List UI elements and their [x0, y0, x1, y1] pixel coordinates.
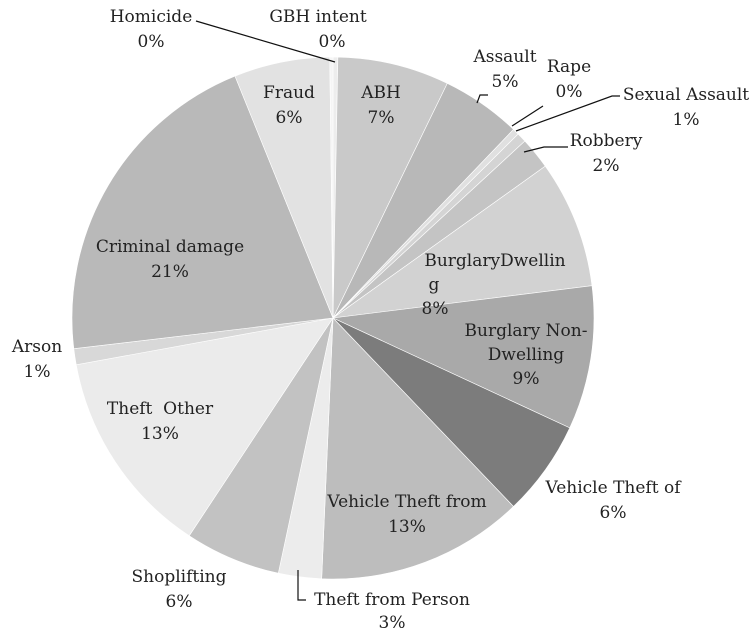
- pct-fraud: 6%: [276, 108, 303, 128]
- label-burglary-non-dwelling-wrap: Dwelling: [488, 345, 565, 365]
- pct-theft-other: 13%: [141, 424, 179, 444]
- label-rape: Rape: [547, 57, 591, 77]
- pct-burglary-non-dwelling: 9%: [513, 369, 540, 389]
- pct-vehicle-theft-of: 6%: [600, 503, 627, 523]
- label-burglary-dwelling: BurglaryDwellin: [424, 251, 565, 271]
- label-gbh-intent: GBH intent: [269, 7, 367, 27]
- label-sexual-assault: Sexual Assault: [623, 85, 749, 105]
- pct-theft-from-person: 3%: [379, 613, 406, 630]
- label-homicide: Homicide: [110, 7, 193, 27]
- pct-assault: 5%: [492, 72, 519, 92]
- label-criminal-damage: Criminal damage: [96, 237, 244, 257]
- pct-robbery: 2%: [593, 156, 620, 176]
- pct-criminal-damage: 21%: [151, 262, 189, 282]
- label-robbery: Robbery: [570, 131, 643, 151]
- label-arson: Arson: [11, 337, 62, 357]
- pct-shoplifting: 6%: [166, 592, 193, 612]
- label-burglary-dwelling-wrap: g: [429, 275, 440, 295]
- pct-vehicle-theft-from: 13%: [388, 517, 426, 537]
- label-assault: Assault: [472, 47, 536, 67]
- pct-sexual-assault: 1%: [673, 110, 700, 130]
- pct-arson: 1%: [24, 362, 51, 382]
- label-vehicle-theft-from: Vehicle Theft from: [326, 492, 486, 512]
- label-theft-other: Theft Other: [107, 399, 214, 419]
- pct-gbh-intent: 0%: [319, 32, 346, 52]
- pct-rape: 0%: [556, 82, 583, 102]
- leader-line-homicide: [196, 21, 335, 62]
- label-burglary-non-dwelling: Burglary Non-: [465, 321, 588, 341]
- pct-homicide: 0%: [138, 32, 165, 52]
- pct-abh: 7%: [368, 108, 395, 128]
- label-shoplifting: Shoplifting: [132, 567, 227, 587]
- label-fraud: Fraud: [263, 83, 315, 103]
- pct-burglary-dwelling: 8%: [422, 299, 449, 319]
- label-abh: ABH: [360, 83, 401, 103]
- label-vehicle-theft-of: Vehicle Theft of: [545, 478, 683, 498]
- label-theft-from-person: Theft from Person: [314, 590, 470, 610]
